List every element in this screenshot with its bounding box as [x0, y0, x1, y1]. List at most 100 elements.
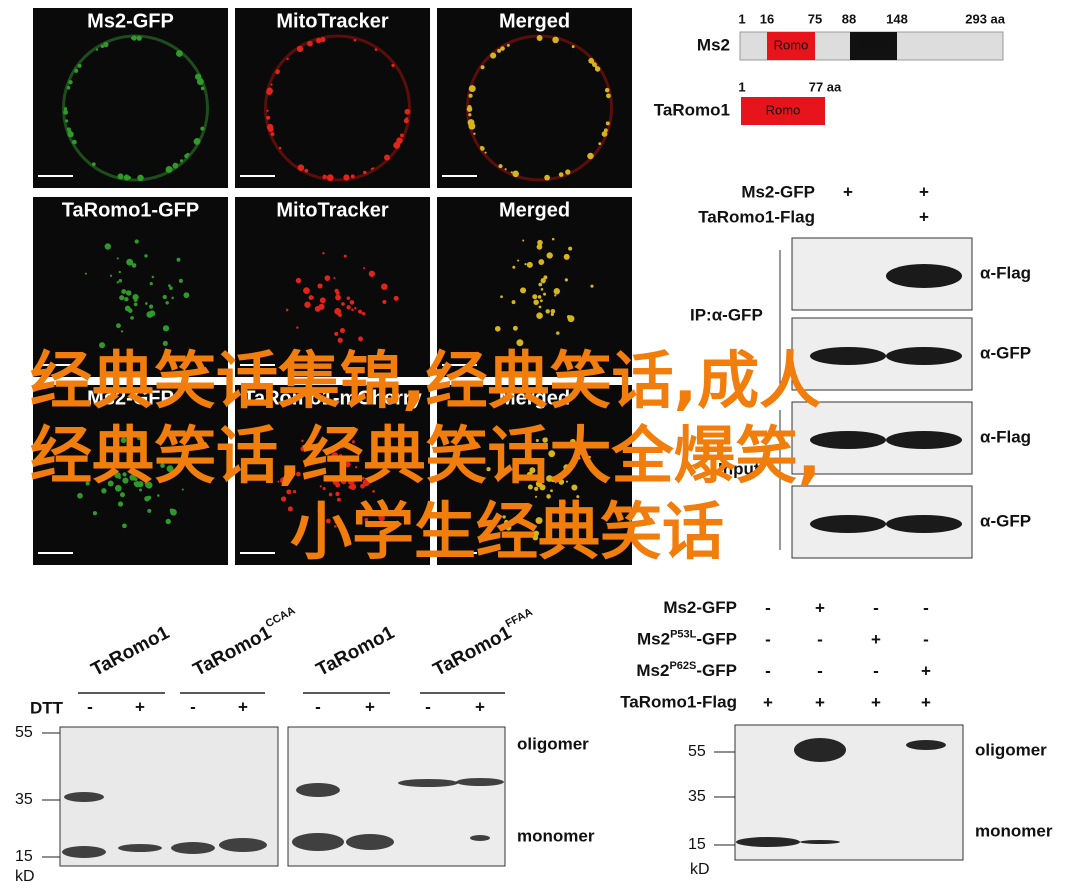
- signal: [183, 292, 190, 299]
- signal: [193, 138, 201, 145]
- signal: [510, 171, 513, 174]
- signal: [539, 484, 546, 491]
- signal: [340, 445, 344, 449]
- signal: [393, 295, 399, 301]
- band: [171, 842, 215, 854]
- signal: [118, 476, 122, 480]
- band-label: oligomer: [517, 734, 589, 753]
- signal: [334, 520, 338, 524]
- signal: [118, 270, 122, 274]
- band: [886, 347, 962, 365]
- row-label: Ms2-GFP: [663, 598, 737, 617]
- sign: -: [190, 697, 196, 716]
- sign: -: [923, 598, 929, 617]
- signal: [327, 175, 332, 180]
- signal: [315, 37, 322, 44]
- signal: [339, 328, 346, 334]
- signal: [486, 466, 491, 472]
- overlay-text: 经典笑话,经典笑话大全爆笑,: [30, 419, 821, 492]
- signal: [526, 471, 533, 478]
- signal: [319, 485, 322, 488]
- signal: [148, 304, 154, 309]
- signal: [588, 57, 594, 64]
- signal: [296, 45, 304, 53]
- signal: [343, 254, 347, 258]
- signal: [132, 294, 139, 301]
- signal: [350, 174, 355, 179]
- signal: [381, 461, 388, 468]
- micrograph: [437, 197, 632, 377]
- signal: [120, 437, 127, 444]
- signal: [295, 277, 302, 284]
- signal: [556, 331, 560, 335]
- signal: [540, 540, 544, 543]
- signal: [322, 486, 326, 491]
- signal: [504, 168, 507, 171]
- signal: [514, 446, 518, 450]
- signal: [131, 35, 137, 41]
- signal: [485, 507, 491, 513]
- signal: [334, 308, 342, 315]
- signal: [200, 126, 205, 131]
- signal: [84, 272, 87, 275]
- signal: [361, 476, 365, 480]
- signal: [122, 477, 129, 484]
- band: [886, 264, 962, 288]
- signal: [563, 253, 570, 260]
- signal: [297, 164, 305, 171]
- signal: [109, 274, 113, 277]
- signal: [554, 294, 557, 297]
- signal: [100, 44, 105, 49]
- signal: [506, 43, 510, 47]
- signal: [117, 501, 124, 507]
- sign: +: [919, 207, 929, 226]
- row-name: Ms2: [637, 630, 670, 649]
- signal: [353, 38, 357, 42]
- signal: [529, 467, 536, 474]
- signal: [122, 472, 127, 477]
- signal: [67, 131, 74, 138]
- signal: [535, 495, 538, 498]
- signal: [500, 295, 503, 299]
- row-sup: P53L: [670, 628, 697, 640]
- signal: [162, 325, 170, 332]
- signal: [101, 488, 107, 494]
- marker-label: 35: [15, 791, 33, 808]
- unit-label: kD: [15, 868, 35, 885]
- signal: [149, 281, 153, 286]
- signal: [349, 300, 355, 305]
- signal: [490, 52, 497, 59]
- residue-number: 293 aa: [965, 11, 1006, 26]
- signal: [130, 316, 134, 320]
- sign: -: [923, 630, 929, 649]
- micrograph: [235, 197, 430, 377]
- signal: [304, 168, 309, 173]
- signal: [296, 326, 299, 329]
- signal: [119, 295, 125, 301]
- signal: [151, 275, 155, 279]
- signal: [550, 489, 553, 493]
- signal: [124, 296, 129, 302]
- band-label: α-Flag: [980, 427, 1031, 446]
- signal: [473, 132, 476, 135]
- signal: [91, 162, 96, 167]
- signal: [116, 281, 119, 284]
- signal: [404, 108, 411, 115]
- sign: -: [873, 598, 879, 617]
- signal: [337, 497, 341, 502]
- band: [118, 844, 162, 852]
- sign: +: [919, 182, 929, 201]
- band: [810, 515, 886, 533]
- signal: [266, 115, 271, 120]
- signal: [92, 511, 97, 516]
- row-name: Ms2: [636, 661, 669, 680]
- signal: [300, 446, 306, 452]
- signal: [266, 109, 269, 112]
- signal: [66, 127, 71, 132]
- sign: +: [921, 661, 931, 680]
- row-name: Ms2-GFP: [663, 598, 737, 617]
- band-label: α-Flag: [980, 263, 1031, 282]
- sign: +: [238, 697, 248, 716]
- panel-label: MitoTracker: [276, 10, 388, 32]
- signal: [524, 263, 527, 266]
